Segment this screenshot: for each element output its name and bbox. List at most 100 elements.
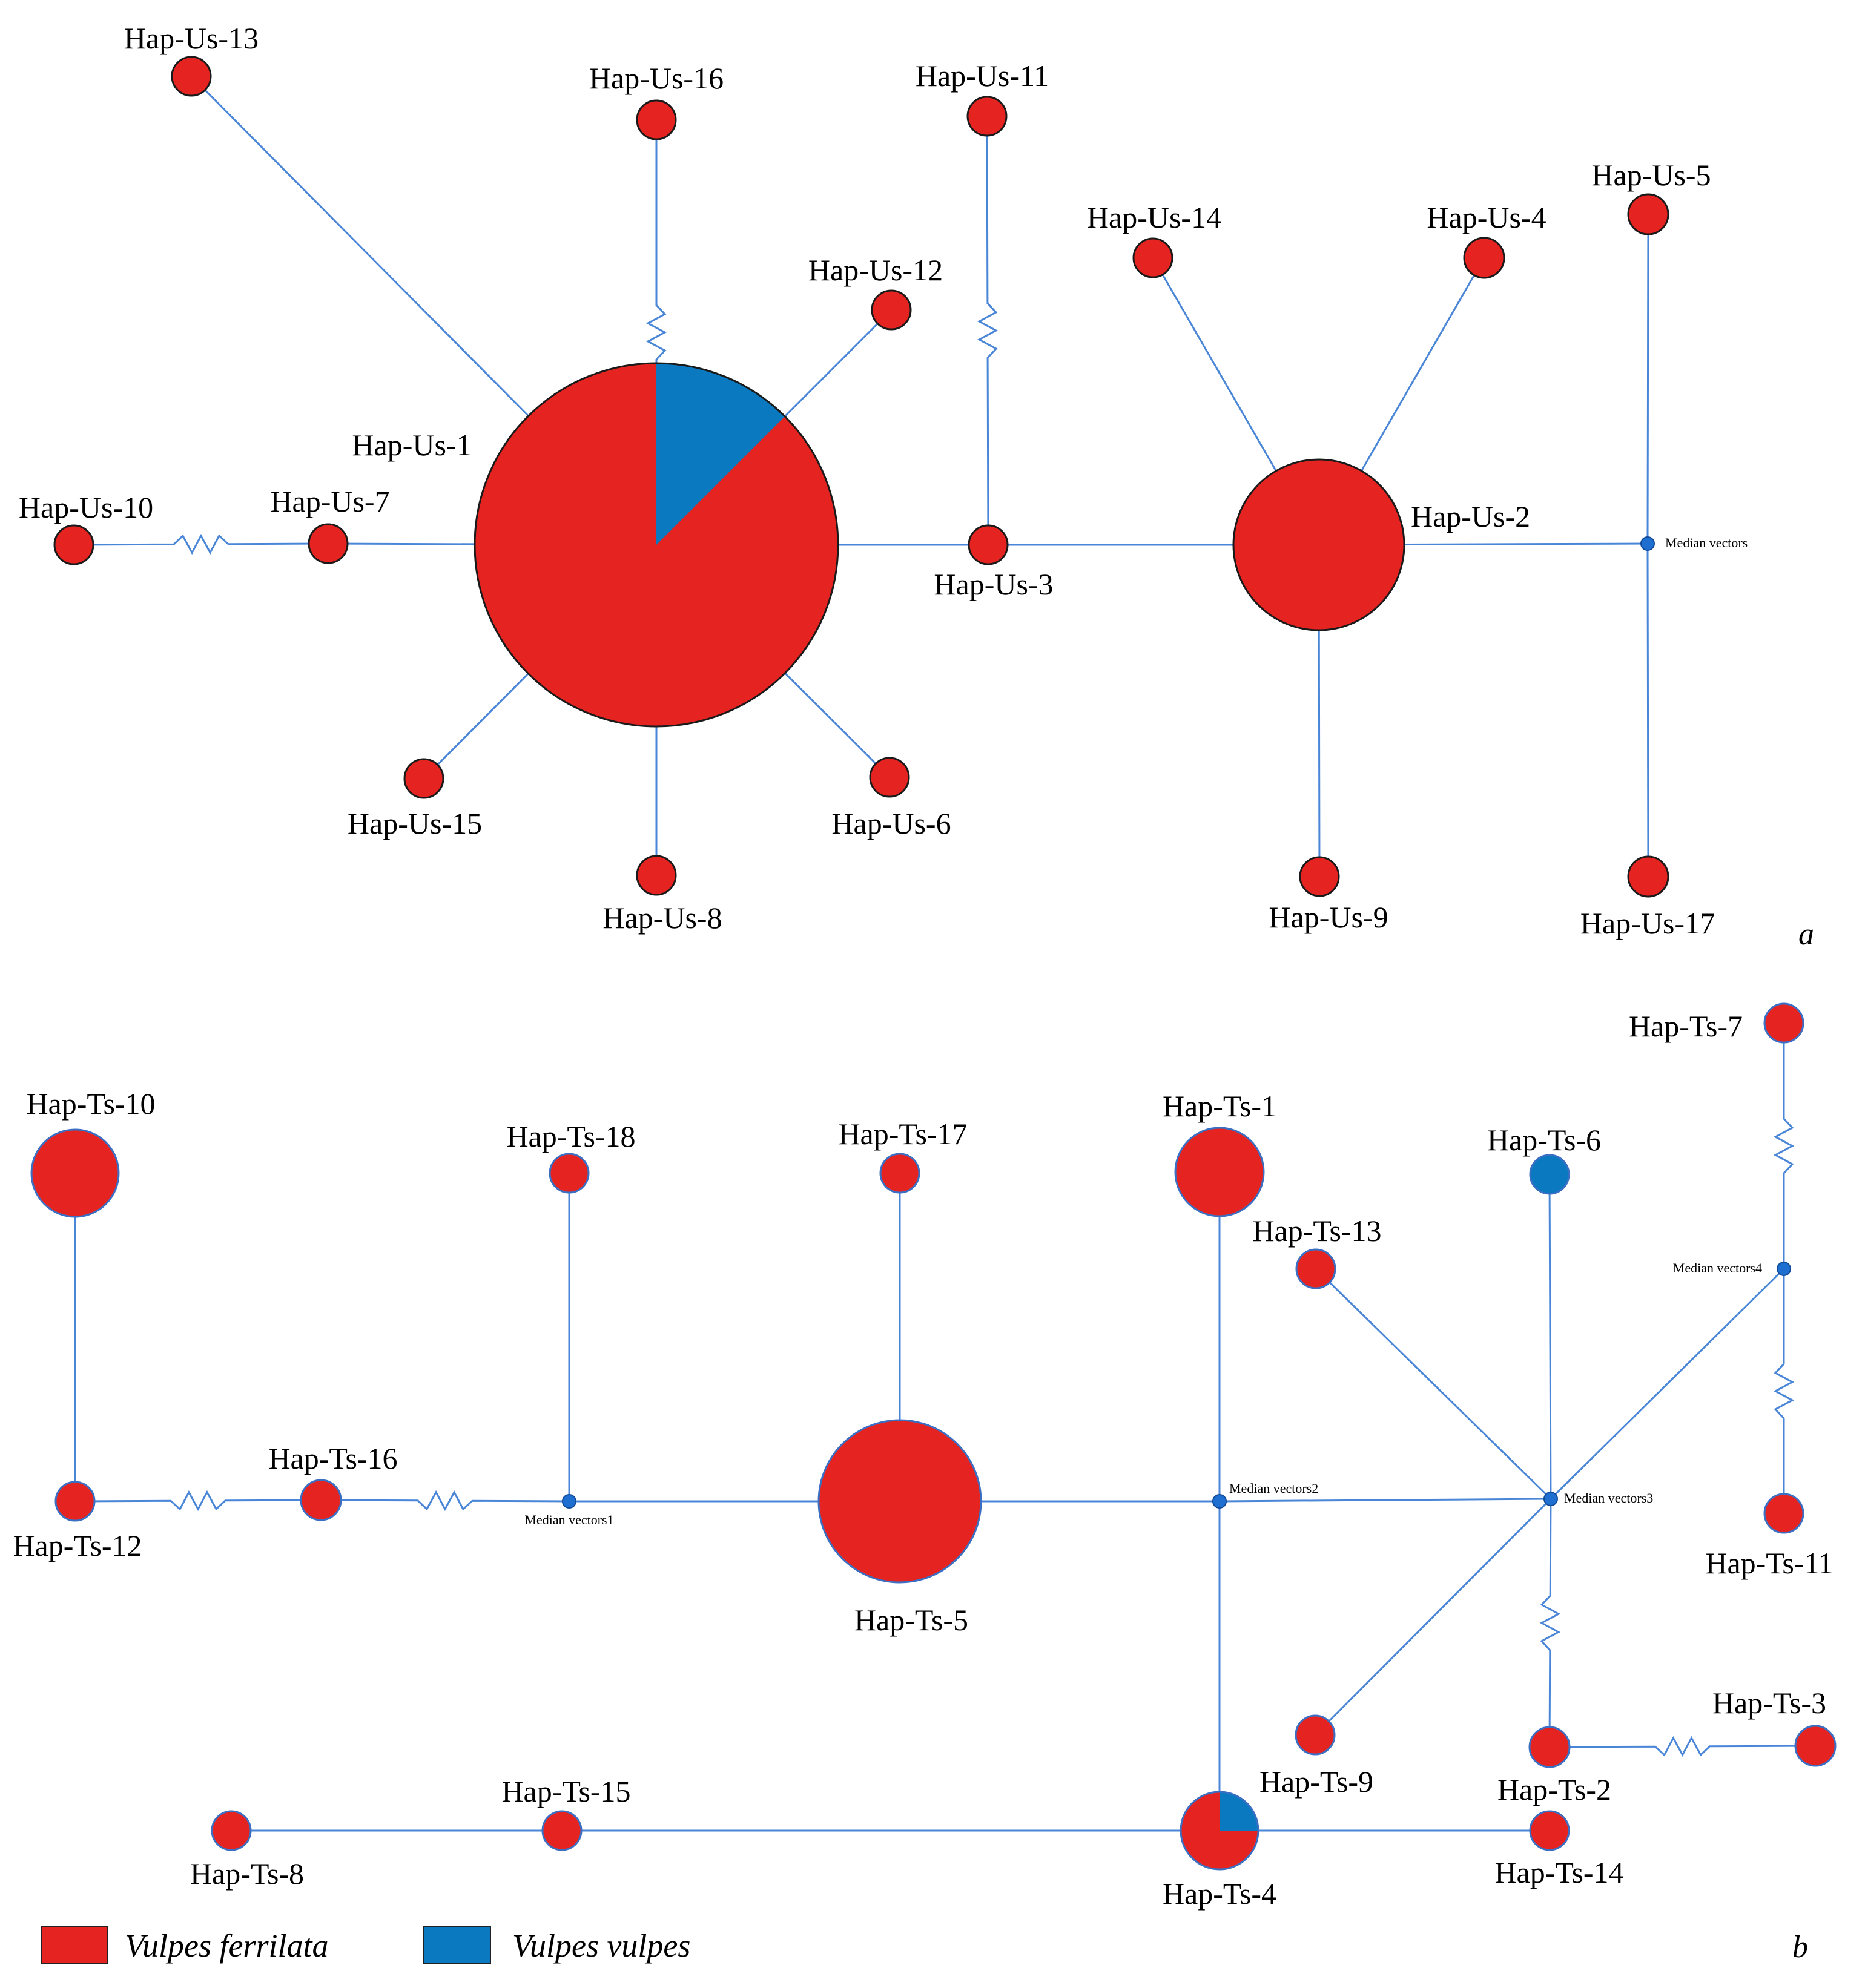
- haplotype-node-hap-us-8: [636, 855, 677, 896]
- edge-ts12-ts16-multistep: [74, 1490, 322, 1512]
- vulpes-vulpes-wedge: [656, 363, 785, 545]
- haplotype-label-hap-ts-9: Hap-Ts-9: [1259, 1765, 1373, 1799]
- edge-ts16-mv1-multistep: [320, 1490, 570, 1512]
- median-vector-dot: [1640, 536, 1655, 551]
- haplotype-label-hap-ts-18: Hap-Ts-18: [506, 1119, 635, 1153]
- haplotype-node-hap-ts-14: [1529, 1810, 1570, 1851]
- edge-mv3-ts2-multistep: [1539, 1498, 1561, 1748]
- haplotype-node-hap-ts-12: [54, 1481, 96, 1522]
- haplotype-node-hap-us-15: [403, 758, 444, 799]
- haplotype-label-hap-us-2: Hap-Us-2: [1411, 499, 1530, 533]
- haplotype-outline: [871, 289, 912, 331]
- edge-mv3-ts9: [1314, 1498, 1552, 1736]
- haplotype-circle: [1175, 1128, 1264, 1216]
- median-vector-median-vectors1: [562, 1494, 576, 1509]
- haplotype-label-hap-ts-4: Hap-Ts-4: [1163, 1877, 1276, 1911]
- legend-swatch-vulpes-vulpes: [423, 1926, 491, 1964]
- haplotype-node-hap-ts-8: [211, 1810, 252, 1851]
- haplotype-label-hap-ts-11: Hap-Ts-11: [1705, 1546, 1833, 1580]
- haplotype-outline: [1299, 856, 1340, 897]
- legend: Vulpes ferrilata Vulpes vulpes: [41, 1926, 690, 1964]
- haplotype-outline: [1763, 1002, 1804, 1044]
- haplotype-label-hap-ts-10: Hap-Ts-10: [26, 1087, 155, 1121]
- haplotype-outline: [966, 96, 1008, 137]
- haplotype-circle: [1628, 857, 1668, 897]
- haplotype-outline: [1763, 1493, 1804, 1534]
- legend-label-vulpes-ferrilata: Vulpes ferrilata: [125, 1927, 328, 1964]
- haplotype-circle: [1300, 857, 1339, 896]
- haplotype-label-hap-us-9: Hap-Us-9: [1269, 900, 1388, 934]
- edge-mv2-mv3: [1219, 1498, 1551, 1503]
- haplotype-label-hap-us-5: Hap-Us-5: [1591, 158, 1711, 192]
- haplotype-outline: [30, 1128, 120, 1218]
- haplotype-label-hap-ts-8: Hap-Ts-8: [190, 1857, 304, 1891]
- haplotype-circle: [1530, 1727, 1570, 1767]
- haplotype-node-hap-ts-15: [541, 1810, 583, 1851]
- haplotype-circle: [550, 1154, 589, 1193]
- haplotype-circle: [1296, 1249, 1335, 1288]
- haplotype-circle: [637, 100, 676, 139]
- haplotype-label-hap-us-10: Hap-Us-10: [19, 490, 153, 524]
- edge-us3-us11-multistep: [977, 116, 999, 545]
- edge-mv4-ts7-multistep: [1773, 1023, 1795, 1269]
- haplotype-circle: [969, 525, 1008, 564]
- haplotype-outline: [403, 758, 444, 799]
- network-nodes: [30, 56, 1837, 1871]
- median-vector-dot: [1212, 1494, 1227, 1509]
- haplotype-outline: [1295, 1714, 1336, 1756]
- median-vector-median-vectors: [1640, 536, 1655, 551]
- median-vector-median-vectors4: [1777, 1262, 1791, 1276]
- legend-label-vulpes-vulpes: Vulpes vulpes: [512, 1927, 690, 1964]
- haplotype-node-hap-ts-1: [1174, 1127, 1265, 1217]
- haplotype-outline: [549, 1153, 590, 1194]
- haplotype-outline: [53, 524, 94, 565]
- haplotype-circle: [872, 291, 911, 329]
- haplotype-circle: [543, 1811, 581, 1850]
- haplotype-outline: [1132, 237, 1173, 278]
- haplotype-circle: [301, 1480, 341, 1520]
- edge-mv3-mv4: [1550, 1268, 1785, 1500]
- haplotype-outline: [541, 1810, 583, 1851]
- haplotype-label-hap-us-12: Hap-Us-12: [808, 253, 943, 287]
- edge-us1-us16-multistep: [645, 120, 667, 545]
- haplotype-outline: [1528, 1726, 1571, 1768]
- haplotype-circle: [880, 1154, 919, 1193]
- haplotype-label-hap-ts-7: Hap-Ts-7: [1629, 1009, 1743, 1043]
- haplotype-node-hap-ts-13: [1295, 1248, 1336, 1289]
- edge-us7-us10-multistep: [73, 533, 329, 555]
- haplotype-node-hap-us-4: [1463, 237, 1505, 279]
- haplotype-label-hap-ts-15: Hap-Ts-15: [501, 1774, 630, 1808]
- haplotype-node-hap-us-9: [1299, 856, 1340, 897]
- haplotype-outline: [1174, 1127, 1265, 1217]
- haplotype-label-hap-us-16: Hap-Us-16: [589, 61, 724, 95]
- haplotype-outline: [1232, 458, 1405, 631]
- median-vector-label-median-vectors3: Median vectors3: [1564, 1490, 1653, 1506]
- haplotype-label-hap-ts-5: Hap-Ts-5: [854, 1603, 968, 1637]
- haplotype-node-hap-us-1: [474, 362, 839, 728]
- panel-label-a: a: [1798, 917, 1814, 952]
- haplotype-label-hap-us-14: Hap-Us-14: [1087, 200, 1221, 234]
- haplotype-label-hap-ts-16: Hap-Ts-16: [268, 1441, 397, 1475]
- median-vector-dot: [1543, 1492, 1558, 1506]
- haplotype-circle: [819, 1420, 981, 1582]
- haplotype-outline: [636, 855, 677, 896]
- haplotype-circle: [968, 97, 1006, 136]
- haplotype-label-hap-us-1: Hap-Us-1: [352, 428, 471, 462]
- haplotype-outline: [211, 1810, 252, 1851]
- haplotype-node-hap-ts-7: [1763, 1002, 1804, 1044]
- edge-mv4-ts11-multistep: [1773, 1269, 1795, 1513]
- haplotype-node-hap-us-3: [968, 524, 1009, 565]
- haplotype-outline: [474, 362, 839, 728]
- edge-mv3-ts6: [1548, 1174, 1552, 1499]
- haplotype-node-hap-us-17: [1627, 855, 1669, 898]
- haplotype-circle: [1530, 1811, 1569, 1850]
- haplotype-circle: [1628, 194, 1668, 234]
- haplotype-outline: [1794, 1725, 1837, 1767]
- network-labels: Hap-Us-1 Hap-Us-2 Hap-Us-3 Hap-Us-4 Hap-Us-5…: [13, 21, 1833, 1911]
- haplotype-outline: [869, 757, 910, 798]
- haplotype-node-hap-us-14: [1132, 237, 1173, 278]
- haplotype-node-hap-ts-9: [1295, 1714, 1336, 1756]
- haplotype-circle: [172, 57, 211, 96]
- haplotype-label-hap-us-6: Hap-Us-6: [831, 806, 951, 840]
- haplotype-node-hap-us-16: [636, 99, 677, 140]
